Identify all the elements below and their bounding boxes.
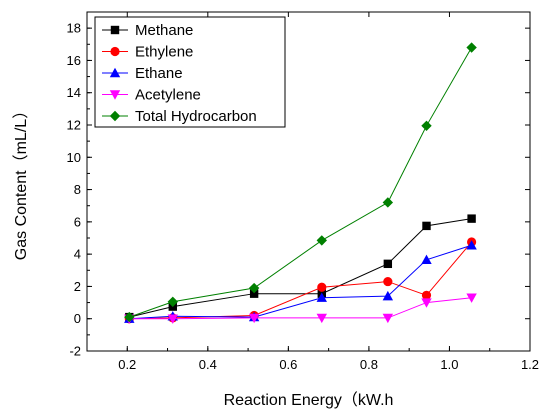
x-tick-label: 0.4 <box>199 357 217 372</box>
y-axis-title: Gas Content（mL/L） <box>12 103 30 260</box>
data-series <box>124 42 477 324</box>
y-tick-label: 12 <box>67 118 81 133</box>
data-point <box>466 42 477 53</box>
legend-item: Ethylene <box>102 44 193 61</box>
data-point <box>316 292 327 302</box>
legend-label: Ethylene <box>135 44 193 61</box>
data-point <box>421 120 432 132</box>
series-methane <box>125 214 476 322</box>
data-point <box>249 289 259 298</box>
legend-item: Total Hydrocarbon <box>102 108 257 125</box>
data-point <box>383 259 393 269</box>
legend-box <box>94 16 286 128</box>
x-tick-label: 1.0 <box>440 357 458 372</box>
legend-marker <box>110 25 120 35</box>
data-point <box>421 254 432 264</box>
legend-item: Ethane <box>102 65 183 82</box>
legend-label: Ethane <box>135 65 183 82</box>
y-tick-label: 4 <box>74 247 81 262</box>
series-line <box>129 244 472 320</box>
data-point <box>167 314 178 324</box>
legend-label: Methane <box>135 22 193 39</box>
data-point <box>421 298 432 308</box>
x-tick-label: 0.2 <box>118 357 136 372</box>
y-tick-label: 6 <box>74 214 81 229</box>
data-point <box>316 313 327 324</box>
series-total-hydrocarbon <box>124 42 477 323</box>
x-tick-label: 0.6 <box>279 357 297 372</box>
legend: Methane Ethylene Ethane Acetylene Total Hydr… <box>94 16 286 128</box>
legend-item: Acetylene <box>102 87 201 104</box>
y-tick-label: 0 <box>74 311 81 326</box>
y-tick-label: 14 <box>67 85 81 100</box>
series-line <box>129 218 472 318</box>
data-point <box>466 293 477 303</box>
data-point <box>421 290 432 300</box>
x-tick-label: 0.8 <box>360 357 378 372</box>
data-point <box>248 282 260 294</box>
data-point <box>317 282 327 292</box>
legend-marker <box>110 46 120 57</box>
series-ethane <box>124 240 477 323</box>
legend-label: Acetylene <box>135 87 201 104</box>
data-point <box>466 240 477 250</box>
data-point <box>383 276 393 287</box>
y-tick-label: 18 <box>67 21 81 36</box>
legend-marker <box>109 67 121 78</box>
data-point <box>382 290 394 301</box>
tick-labels: 0.2 0.4 0.6 0.8 1.0 1.2 -2 0 2 4 6 8 10 12 14 16 18 <box>67 21 540 372</box>
data-point <box>167 296 178 307</box>
data-point <box>422 221 431 231</box>
x-axis-title: Reaction Energy（kW.h <box>224 391 394 409</box>
legend-label: Total Hydrocarbon <box>135 108 257 125</box>
plot-area <box>86 11 531 352</box>
data-point <box>467 214 476 223</box>
y-tick-label: 16 <box>67 53 81 68</box>
series-line <box>129 241 472 320</box>
data-point <box>316 235 327 246</box>
legend-marker <box>109 90 121 100</box>
legend-item: Methane <box>102 22 193 39</box>
series-ethylene <box>124 237 477 324</box>
x-tick-label: 1.2 <box>521 357 539 372</box>
data-point <box>382 313 394 324</box>
data-point <box>124 311 135 323</box>
data-point <box>382 197 394 208</box>
y-tick-label: 10 <box>67 150 81 165</box>
y-tick-label: -2 <box>69 344 81 359</box>
y-tick-label: 8 <box>74 182 81 197</box>
legend-marker <box>109 110 121 122</box>
y-tick-label: 2 <box>74 279 81 294</box>
data-point <box>248 313 260 324</box>
